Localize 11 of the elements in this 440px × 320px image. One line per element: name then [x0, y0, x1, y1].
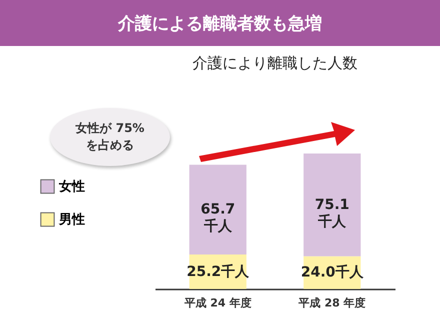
bar — [189, 164, 246, 255]
legend-label: 女性 — [58, 180, 85, 194]
data-label: 25.2千人 — [186, 262, 250, 280]
chart-subtitle: 介護により離職した人数 — [192, 54, 358, 72]
data-label: 75.1 千人 — [314, 196, 350, 230]
x-tick-label: 平成 24 年度 — [183, 296, 252, 310]
chart-title: 介護による離職者数も急増 — [0, 0, 440, 46]
legend-label: 男性 — [58, 212, 85, 228]
x-tick-label: 平成 28 年度 — [298, 296, 366, 310]
data-label: 65.7 千人 — [200, 202, 236, 235]
data-label: 24.0千人 — [300, 264, 364, 281]
